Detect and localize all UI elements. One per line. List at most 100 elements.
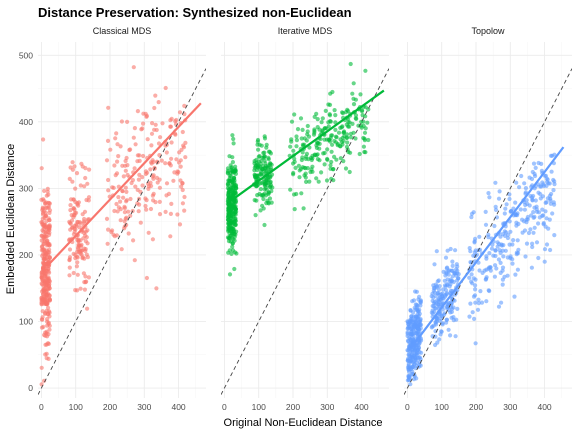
data-point [497, 189, 502, 194]
data-point [416, 355, 422, 360]
data-point [347, 169, 352, 175]
data-point [138, 220, 143, 225]
data-point [68, 221, 73, 226]
data-point [328, 166, 333, 171]
data-point [513, 272, 518, 277]
data-point [441, 287, 446, 292]
data-point [268, 174, 273, 179]
data-point [269, 200, 274, 205]
data-point [549, 169, 554, 174]
data-point [44, 356, 49, 361]
data-point [350, 121, 355, 126]
data-point [472, 250, 477, 255]
data-point [405, 320, 411, 325]
data-point [305, 123, 310, 129]
data-point [180, 181, 185, 186]
data-point [534, 207, 539, 212]
data-point [512, 294, 517, 299]
data-point [409, 336, 415, 341]
data-point [40, 309, 45, 314]
data-point [473, 300, 478, 305]
data-point [498, 270, 503, 275]
data-point [446, 272, 451, 277]
data-point [522, 228, 528, 233]
data-point [144, 207, 149, 212]
data-point [406, 374, 412, 379]
data-point [300, 142, 305, 147]
data-point [333, 127, 338, 132]
data-point [42, 378, 47, 383]
x-tick-label: 400 [537, 402, 551, 412]
data-point [172, 170, 177, 175]
points [405, 152, 557, 387]
data-point [477, 234, 482, 239]
data-point [71, 270, 76, 276]
data-point [234, 209, 239, 214]
data-point [123, 158, 128, 164]
data-point [303, 166, 308, 171]
data-point [453, 334, 458, 339]
y-tick-label: 400 [19, 117, 33, 127]
data-point [308, 169, 313, 175]
data-point [289, 119, 295, 124]
data-point [473, 283, 478, 288]
data-point [294, 138, 299, 143]
data-point [526, 230, 532, 236]
data-point [450, 268, 455, 273]
data-point [43, 333, 48, 338]
data-point [87, 167, 92, 172]
data-point [261, 196, 266, 202]
data-point [321, 151, 326, 156]
data-point [121, 174, 126, 179]
data-point [528, 227, 533, 232]
data-point [410, 299, 415, 304]
data-point [39, 325, 45, 330]
data-point [258, 208, 263, 213]
data-point [360, 113, 365, 118]
data-point [300, 127, 305, 132]
data-point [412, 305, 417, 310]
data-point [504, 202, 509, 207]
trend-line [47, 102, 202, 266]
data-point [514, 252, 519, 257]
data-point [128, 213, 133, 218]
data-point [122, 204, 127, 209]
data-point [305, 129, 310, 134]
data-point [47, 243, 52, 248]
data-point [179, 184, 184, 189]
data-point [482, 268, 487, 273]
data-point [362, 136, 367, 141]
data-point [529, 265, 535, 270]
data-point [110, 228, 115, 233]
data-point [80, 256, 85, 261]
data-point [72, 229, 77, 234]
data-point [232, 188, 237, 193]
data-point [44, 252, 49, 257]
data-point [230, 244, 235, 249]
data-point [436, 278, 441, 283]
data-point [78, 244, 84, 249]
data-point [132, 126, 137, 131]
data-point [75, 260, 80, 265]
data-point [414, 360, 419, 365]
data-point [252, 198, 257, 203]
data-point [123, 216, 128, 221]
data-point [183, 155, 188, 160]
data-point [532, 214, 537, 219]
data-point [365, 120, 370, 125]
data-point [164, 181, 170, 186]
points [39, 65, 188, 387]
data-point [121, 195, 126, 200]
data-point [536, 160, 541, 166]
data-point [333, 134, 339, 139]
data-point [150, 121, 155, 126]
data-point [47, 201, 52, 206]
data-point [435, 298, 440, 303]
data-point [508, 229, 513, 234]
data-point [163, 161, 168, 166]
data-point [325, 147, 330, 152]
data-point [230, 133, 235, 138]
data-point [169, 116, 174, 121]
data-point [124, 189, 129, 194]
data-point [437, 287, 442, 292]
